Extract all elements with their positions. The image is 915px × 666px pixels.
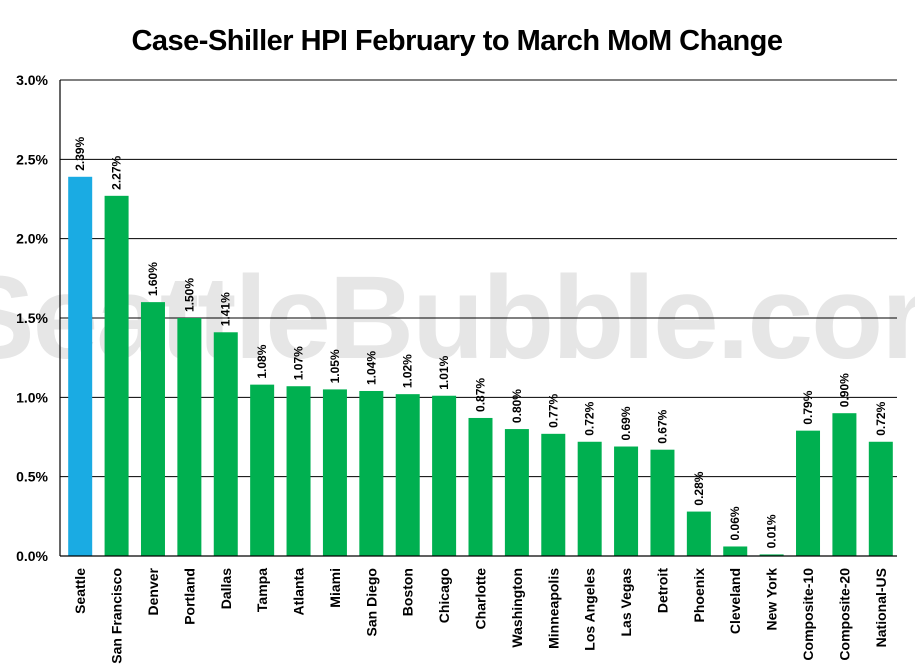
category-label: San Francisco (109, 568, 125, 664)
bar (796, 430, 821, 556)
category-label: Detroit (654, 568, 670, 613)
category-label: Denver (145, 567, 161, 615)
x-axis-category-labels: Seattle San Francisco Denver Portland Dallas… (72, 567, 889, 663)
category-label: Chicago (436, 568, 452, 623)
bar (686, 511, 711, 556)
data-label: 0.87% (474, 378, 488, 412)
data-label: 0.77% (546, 393, 560, 427)
bar (250, 384, 275, 556)
data-label: 2.39% (73, 136, 87, 170)
data-label: 0.06% (728, 506, 742, 540)
data-label: 0.72% (874, 401, 888, 435)
category-label: Charlotte (473, 568, 489, 630)
y-tick-label: 3.0% (16, 72, 48, 88)
category-label: Composite-10 (800, 568, 816, 661)
data-label: 0.28% (692, 471, 706, 505)
category-label: Washington (509, 568, 525, 648)
data-label: 0.90% (837, 373, 851, 407)
bar (395, 394, 420, 556)
bar (68, 176, 93, 556)
data-label: 1.60% (146, 262, 160, 296)
bar (541, 433, 566, 556)
data-label: 0.72% (583, 401, 597, 435)
bar (213, 332, 238, 556)
data-label: 0.79% (801, 390, 815, 424)
data-label: 0.80% (510, 389, 524, 423)
bar (614, 446, 639, 556)
data-label: 1.02% (401, 354, 415, 388)
data-label: 1.04% (364, 351, 378, 385)
category-label: San Diego (363, 568, 379, 636)
y-tick-label: 1.5% (16, 310, 48, 326)
y-axis-tick-labels: 0.0% 0.5% 1.0% 1.5% 2.0% 2.5% 3.0% (16, 72, 48, 564)
bar (140, 302, 165, 556)
chart-title: Case-Shiller HPI February to March MoM C… (131, 25, 782, 57)
data-label: 1.41% (219, 292, 233, 326)
bar (759, 554, 784, 556)
bar (723, 546, 748, 556)
data-label: 1.07% (292, 346, 306, 380)
category-label: Phoenix (691, 568, 707, 623)
category-label: Minneapolis (545, 568, 561, 649)
bar (577, 441, 602, 556)
bar (432, 395, 457, 556)
data-label: 0.69% (619, 406, 633, 440)
category-label: Portland (181, 568, 197, 625)
category-label: Seattle (72, 568, 88, 614)
bar (359, 390, 384, 556)
category-label: Cleveland (727, 568, 743, 634)
y-tick-label: 2.5% (16, 151, 48, 167)
bar (286, 386, 311, 556)
bar (468, 417, 493, 556)
data-label: 1.01% (437, 355, 451, 389)
category-label: Las Vegas (618, 568, 634, 637)
bar (322, 389, 347, 556)
y-tick-label: 2.0% (16, 231, 48, 247)
data-labels: 2.39% 2.27% 1.60% 1.50% 1.41% 1.08% 1.07% 1.05%… (73, 136, 888, 548)
category-label: Los Angeles (582, 568, 598, 651)
data-label: 1.05% (328, 349, 342, 383)
category-label: Composite-20 (836, 568, 852, 661)
data-label: 1.50% (182, 278, 196, 312)
category-label: National-US (873, 568, 889, 647)
bar (832, 413, 857, 556)
y-tick-label: 0.0% (16, 548, 48, 564)
category-label: Tampa (254, 568, 270, 612)
category-label: New York (764, 568, 780, 631)
bar (650, 449, 675, 556)
data-label: 0.67% (655, 409, 669, 443)
category-label: Boston (400, 568, 416, 616)
y-tick-label: 1.0% (16, 389, 48, 405)
bar (177, 318, 202, 556)
data-label: 0.01% (765, 514, 779, 548)
category-label: Dallas (218, 568, 234, 609)
bars (68, 176, 893, 556)
y-tick-label: 0.5% (16, 469, 48, 485)
bar (868, 441, 893, 556)
bar (104, 195, 129, 556)
data-label: 1.08% (255, 344, 269, 378)
data-label: 2.27% (110, 155, 124, 189)
category-label: Atlanta (291, 568, 307, 616)
bar (504, 429, 529, 556)
category-label: Miami (327, 568, 343, 608)
